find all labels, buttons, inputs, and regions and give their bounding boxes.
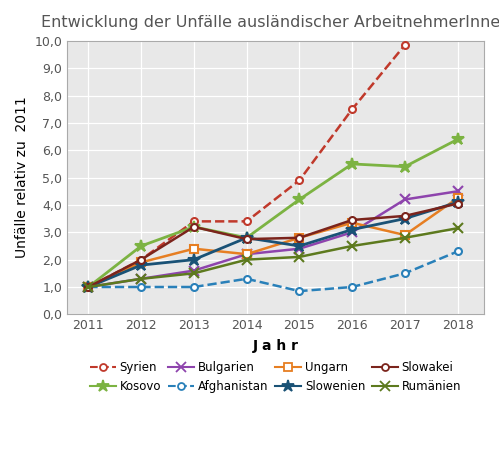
Title: Entwicklung der Unfälle ausländischer ArbeitnehmerInnen: Entwicklung der Unfälle ausländischer Ar… <box>41 15 499 30</box>
Legend: Syrien, Kosovo, Bulgarien, Afghanistan, Ungarn, Slowenien, Slowakei, Rumänien: Syrien, Kosovo, Bulgarien, Afghanistan, … <box>90 361 461 393</box>
X-axis label: J a h r: J a h r <box>252 339 298 353</box>
Y-axis label: Unfälle relativ zu  2011: Unfälle relativ zu 2011 <box>15 97 29 258</box>
